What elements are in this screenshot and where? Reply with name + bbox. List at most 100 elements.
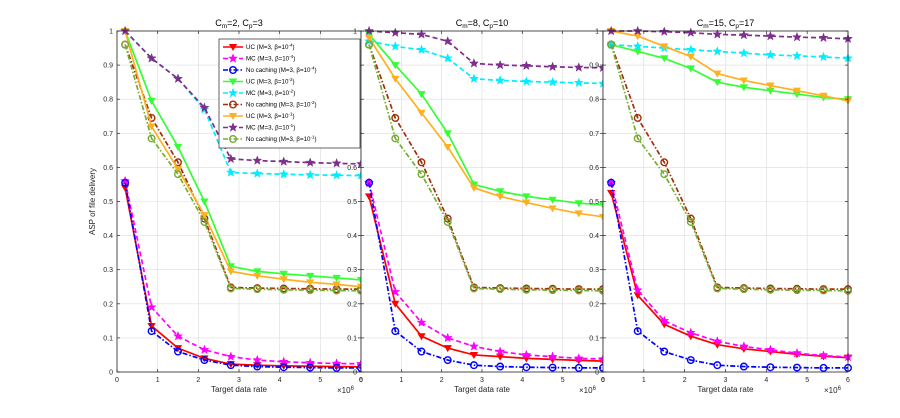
data-point — [146, 301, 157, 312]
legend-beta: β=10 — [274, 79, 289, 86]
legend-text: ) — [315, 102, 317, 109]
legend-text: ) — [293, 113, 295, 120]
title-sub: p — [249, 23, 253, 30]
data-point — [633, 113, 642, 122]
x-tick-label: 2 — [683, 377, 687, 384]
y-tick-label: 0.9 — [589, 63, 599, 70]
x-tick-label: 2 — [196, 377, 200, 384]
legend-text: ) — [293, 125, 295, 132]
x-tick-label: 0 — [115, 377, 119, 384]
data-point — [522, 363, 531, 372]
data-point — [364, 34, 374, 42]
legend-beta: β=10 — [275, 90, 290, 97]
data-point — [416, 44, 427, 55]
legend-text: ) — [293, 79, 295, 86]
data-point — [496, 193, 505, 201]
x-exponent: ×106 — [337, 386, 355, 395]
data-point — [469, 284, 478, 293]
y-tick-label: 0.3 — [103, 267, 113, 274]
data-point — [331, 169, 342, 180]
data-point — [120, 25, 131, 36]
data-point — [173, 170, 182, 179]
legend-marker — [228, 78, 238, 86]
data-point — [332, 363, 341, 372]
data-point — [306, 286, 315, 295]
legend-entry-uc_m1: UC (M=3, β=10-1) — [223, 112, 295, 121]
legend-text: MC (M=3, — [246, 125, 275, 132]
x-tick-label: 0 — [601, 377, 605, 384]
legend-text: No caching (M=3, — [246, 102, 296, 109]
x-tick-label: 3 — [237, 377, 241, 384]
legend-marker — [228, 43, 238, 52]
data-point — [738, 341, 749, 351]
series-uc_m1 — [364, 34, 608, 221]
legend-entry-nc_m1: No caching (M=3, β=10-1) — [223, 135, 317, 144]
series-line — [368, 33, 604, 206]
data-point — [468, 58, 480, 68]
data-point — [495, 346, 506, 356]
data-point — [573, 353, 584, 363]
data-point — [147, 113, 156, 122]
legend-marker — [228, 113, 238, 121]
series-line — [610, 182, 848, 369]
series-line — [124, 30, 362, 281]
data-point — [278, 168, 289, 179]
legend-label: No caching (M=3, β=10-1) — [246, 135, 317, 144]
data-point — [738, 29, 749, 40]
data-point — [818, 350, 829, 360]
legend-entry-nc_m2: No caching (M=3, β=10-2) — [223, 100, 317, 109]
x-exponent-power: 6 — [838, 386, 842, 392]
x-tick-label: 4 — [520, 377, 524, 384]
data-point — [738, 47, 749, 58]
x-tick-label: 1 — [399, 377, 403, 384]
legend-text: ) — [293, 56, 295, 63]
legend-exp: -4 — [288, 43, 293, 48]
data-point — [416, 317, 427, 327]
title-part: =3 — [253, 18, 263, 28]
data-point — [632, 25, 643, 36]
data-point — [739, 77, 748, 85]
x-tick-label: 6 — [359, 377, 363, 384]
data-point — [607, 40, 616, 49]
data-point — [660, 170, 669, 179]
legend-exp: -4 — [289, 54, 294, 59]
data-point — [253, 268, 262, 276]
data-point — [279, 285, 288, 294]
data-point — [547, 76, 558, 87]
data-point — [253, 272, 262, 280]
series-uc_m2 — [364, 31, 608, 209]
x-axis-label: Target data rate — [211, 385, 268, 394]
data-point — [417, 109, 426, 117]
series-line — [611, 30, 849, 102]
data-point — [469, 184, 479, 192]
legend-label: No caching (M=3, β=10-2) — [246, 100, 317, 109]
legend-exp: -2 — [289, 89, 294, 94]
data-point — [306, 279, 315, 287]
y-tick-label: 0.1 — [589, 335, 599, 342]
data-point — [252, 155, 263, 165]
data-point — [495, 59, 506, 70]
data-point — [496, 285, 505, 294]
data-point — [792, 286, 801, 295]
data-point — [469, 361, 478, 370]
legend-beta: β=10 — [275, 56, 290, 63]
data-point — [819, 363, 828, 372]
data-point — [574, 200, 583, 208]
legend-exp: -2 — [310, 100, 315, 105]
data-point — [147, 327, 156, 336]
data-point — [279, 276, 288, 284]
y-tick-label: 0.8 — [589, 97, 599, 104]
data-point — [253, 362, 262, 371]
data-point — [442, 332, 453, 343]
series-line — [124, 44, 361, 290]
data-point — [443, 143, 452, 151]
data-point — [574, 210, 583, 218]
data-point — [278, 156, 289, 166]
data-point — [713, 284, 722, 293]
legend-entry-uc_m4: UC (M=3, β=10-4) — [223, 43, 295, 52]
data-point — [468, 341, 480, 351]
data-point — [173, 143, 183, 151]
data-point — [712, 29, 723, 39]
data-point — [766, 82, 775, 90]
data-point — [713, 361, 722, 370]
